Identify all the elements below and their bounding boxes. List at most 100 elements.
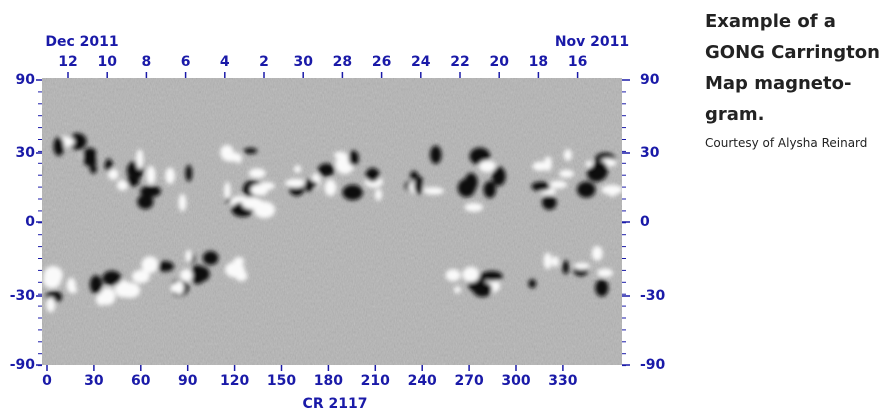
magnetic-spot	[194, 266, 210, 282]
magnetogram-image	[30, 78, 622, 365]
magnetic-spot	[156, 261, 175, 272]
magnetic-spot	[293, 165, 302, 173]
magnetic-spot	[528, 278, 537, 289]
magnetic-spot	[317, 163, 335, 177]
magnetic-spot	[46, 297, 56, 313]
magnetic-spot	[549, 180, 568, 189]
bottom-tick-label: 330	[548, 373, 577, 389]
magnetic-spot	[131, 269, 150, 284]
magnetic-spot	[342, 184, 363, 201]
bottom-tick-label: 120	[220, 373, 249, 389]
magnetic-spot	[107, 168, 119, 180]
magnetic-spot	[30, 167, 41, 176]
magnetic-spot	[324, 179, 337, 196]
top-tick-label: 4	[220, 54, 230, 70]
bottom-tick-label: 60	[131, 373, 151, 389]
magnetic-spot	[591, 246, 603, 261]
magnetic-spot	[221, 152, 242, 162]
magnetogram-figure: Dec 2011 Nov 2011 CR 2117 12 10 8 6 4 2 30 28 26…	[10, 34, 666, 412]
bottom-tick-label: 240	[408, 373, 437, 389]
magnetic-spot	[248, 168, 266, 179]
magnetic-spot	[146, 165, 156, 185]
left-tick-label: 0	[25, 214, 35, 230]
left-tick-label: 30	[16, 145, 36, 161]
magnetic-spot	[102, 270, 122, 286]
caption-title-line: GONG Carrington	[705, 42, 880, 63]
top-tick-label: 24	[411, 54, 431, 70]
magnetic-spot	[472, 281, 493, 297]
bottom-tick-label: 90	[178, 373, 198, 389]
caption-title-line: Example of a	[705, 11, 836, 32]
bottom-tick-label: 30	[84, 373, 104, 389]
magnetic-spot	[42, 271, 62, 289]
magnetic-spot	[374, 188, 383, 201]
magnetic-spot	[68, 133, 87, 150]
left-tick-label: -30	[10, 288, 36, 304]
magnetic-spot	[597, 268, 614, 278]
magnetic-spot	[559, 169, 574, 178]
top-tick-label: 2	[259, 54, 269, 70]
top-tick-label: 20	[489, 54, 509, 70]
magnetic-spot	[454, 286, 461, 294]
right-tick-label: -30	[640, 288, 666, 304]
top-tick-label: 12	[58, 54, 77, 70]
magnetic-spot	[365, 167, 380, 182]
magnetic-spot	[562, 260, 570, 275]
magnetic-spot	[202, 250, 219, 266]
top-tick-label: 28	[333, 54, 352, 70]
magnetic-spot	[592, 160, 608, 181]
bottom-label: CR 2117	[303, 396, 368, 412]
right-tick-label: 90	[640, 72, 660, 88]
magnetic-spot	[480, 270, 503, 282]
top-tick-label: 30	[293, 54, 313, 70]
magnetic-spot	[185, 164, 193, 182]
bottom-tick-label: 270	[454, 373, 483, 389]
magnetic-spot	[136, 149, 144, 170]
magnetic-spot	[464, 173, 478, 192]
top-tick-label: 22	[450, 54, 469, 70]
magnetic-spot	[285, 178, 307, 188]
magnetic-spot	[304, 179, 315, 192]
caption-title-line: gram.	[705, 104, 765, 125]
magnetic-spot	[430, 145, 442, 164]
magnetic-spot	[82, 147, 98, 167]
magnetic-spot	[224, 261, 245, 278]
magnetic-spot	[141, 256, 159, 274]
magnetic-spot	[462, 266, 480, 283]
magnetic-spot	[89, 275, 103, 294]
top-tick-label: 26	[372, 54, 391, 70]
magnetic-spot	[104, 158, 113, 172]
magnetic-spot	[95, 293, 107, 306]
bottom-tick-label: 150	[267, 373, 296, 389]
magnetic-spot	[174, 280, 184, 295]
magnetic-spot	[241, 196, 263, 210]
right-tick-label: 30	[640, 145, 660, 161]
magnetic-spot	[140, 185, 162, 198]
left-tick-label: -90	[10, 357, 36, 373]
top-tick-label: 6	[181, 54, 191, 70]
magnetic-spot	[224, 181, 231, 201]
magnetic-spot	[491, 166, 506, 186]
magnetic-spot	[178, 193, 187, 212]
magnetic-spot	[243, 147, 258, 154]
top-left-date: Dec 2011	[45, 34, 118, 50]
magnetic-spot	[573, 262, 590, 270]
magnetic-spot	[66, 277, 76, 293]
bottom-tick-label: 300	[501, 373, 530, 389]
top-tick-label: 16	[568, 54, 587, 70]
magnetic-spot	[53, 136, 65, 156]
right-tick-label: -90	[640, 357, 666, 373]
magnetic-spot	[576, 181, 596, 198]
magnetic-spot	[413, 176, 424, 195]
magnetic-spot	[258, 182, 275, 190]
magnetic-spot	[543, 252, 552, 270]
top-tick-label: 10	[97, 54, 117, 70]
magnetic-spot	[601, 184, 622, 195]
bottom-tick-label: 0	[42, 373, 52, 389]
magnetic-spot	[483, 180, 497, 199]
top-tick-label: 18	[529, 54, 548, 70]
magnetic-spot	[165, 167, 175, 185]
caption: Example of a GONG Carrington Map magneto-g…	[705, 6, 890, 150]
magnetic-spot	[585, 160, 593, 168]
magnetic-spot	[116, 179, 129, 191]
